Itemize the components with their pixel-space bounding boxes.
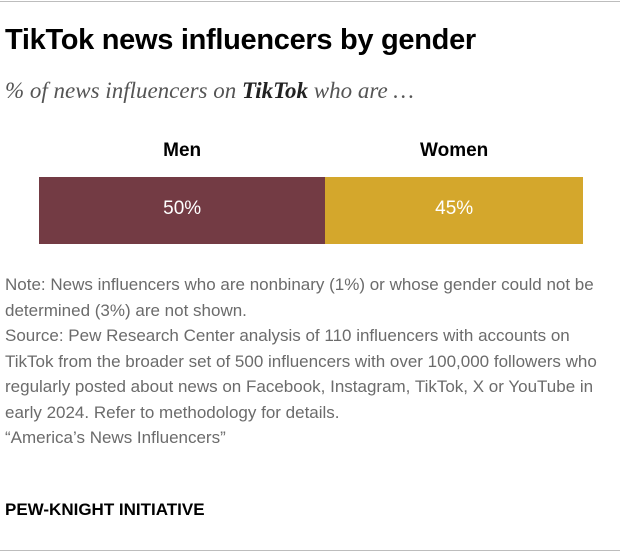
chart-title: TikTok news influencers by gender — [5, 24, 476, 56]
chart-notes: Note: News influencers who are nonbinary… — [5, 272, 610, 451]
value-label-women: 45% — [435, 198, 474, 219]
footer-brand: PEW-KNIGHT INITIATIVE — [5, 500, 205, 519]
bottom-divider — [0, 550, 620, 551]
subtitle-suffix: who are … — [308, 78, 414, 103]
category-label-women: Women — [420, 140, 489, 161]
bar-segment-men — [39, 177, 326, 244]
bar-segment-women — [325, 177, 583, 244]
chart-subtitle: % of news influencers on TikTok who are … — [5, 78, 414, 104]
subtitle-prefix: % of news influencers on — [5, 78, 242, 103]
stacked-bar-chart: Men 50% Women 45% — [0, 130, 620, 250]
source-text: Source: Pew Research Center analysis of … — [5, 326, 597, 422]
subtitle-platform: TikTok — [242, 78, 309, 103]
note-text: Note: News influencers who are nonbinary… — [5, 275, 594, 320]
top-divider — [0, 1, 620, 2]
value-label-men: 50% — [163, 198, 202, 219]
category-label-men: Men — [163, 140, 202, 161]
report-title: “America’s News Influencers” — [5, 428, 226, 447]
